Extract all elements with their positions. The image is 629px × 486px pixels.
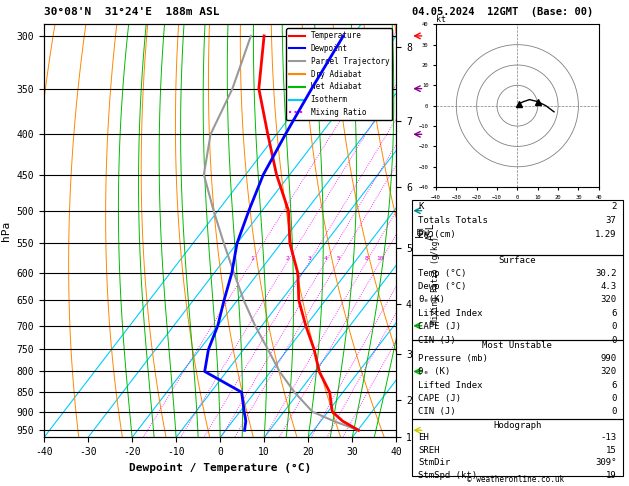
Text: 10: 10 xyxy=(377,257,384,261)
Text: 0: 0 xyxy=(611,335,616,345)
Text: K: K xyxy=(418,202,424,211)
Text: Hodograph: Hodograph xyxy=(493,421,542,430)
Bar xyxy=(412,201,623,255)
Text: 5: 5 xyxy=(337,257,340,261)
Text: 6: 6 xyxy=(611,309,616,318)
Text: 0: 0 xyxy=(611,322,616,331)
Text: 2: 2 xyxy=(286,257,289,261)
Text: 2: 2 xyxy=(611,202,616,211)
Bar xyxy=(412,340,623,419)
Text: 1: 1 xyxy=(250,257,254,261)
Text: CIN (J): CIN (J) xyxy=(418,407,456,417)
Text: CAPE (J): CAPE (J) xyxy=(418,322,461,331)
Bar xyxy=(412,419,623,476)
Text: PW (cm): PW (cm) xyxy=(418,230,456,239)
Text: 15: 15 xyxy=(606,446,616,454)
Text: StmSpd (kt): StmSpd (kt) xyxy=(418,470,477,480)
Text: CIN (J): CIN (J) xyxy=(418,335,456,345)
Text: 0: 0 xyxy=(611,394,616,403)
Text: Dewp (°C): Dewp (°C) xyxy=(418,282,467,291)
Text: Totals Totals: Totals Totals xyxy=(418,216,488,225)
Text: 19: 19 xyxy=(606,470,616,480)
Text: 320: 320 xyxy=(600,295,616,304)
Text: θₑ(K): θₑ(K) xyxy=(418,295,445,304)
Text: 0: 0 xyxy=(611,407,616,417)
Text: Mixing Ratio (g/kg): Mixing Ratio (g/kg) xyxy=(431,237,440,324)
Text: 37: 37 xyxy=(606,216,616,225)
Text: 6: 6 xyxy=(611,381,616,390)
Text: Most Unstable: Most Unstable xyxy=(482,341,552,350)
Text: © weatheronline.co.uk: © weatheronline.co.uk xyxy=(467,474,564,484)
Text: kt: kt xyxy=(436,15,446,24)
Text: 4: 4 xyxy=(324,257,328,261)
Legend: Temperature, Dewpoint, Parcel Trajectory, Dry Adiabat, Wet Adiabat, Isotherm, Mi: Temperature, Dewpoint, Parcel Trajectory… xyxy=(286,28,392,120)
Text: 990: 990 xyxy=(600,354,616,363)
Text: Lifted Index: Lifted Index xyxy=(418,309,483,318)
Text: 30°08'N  31°24'E  188m ASL: 30°08'N 31°24'E 188m ASL xyxy=(44,7,220,17)
Text: 04.05.2024  12GMT  (Base: 00): 04.05.2024 12GMT (Base: 00) xyxy=(412,7,593,17)
Text: StmDir: StmDir xyxy=(418,458,450,467)
Y-axis label: km
ASL: km ASL xyxy=(415,222,437,240)
Text: SREH: SREH xyxy=(418,446,440,454)
Text: 309°: 309° xyxy=(595,458,616,467)
Text: CAPE (J): CAPE (J) xyxy=(418,394,461,403)
Text: 4.3: 4.3 xyxy=(600,282,616,291)
Text: EH: EH xyxy=(418,433,429,442)
Text: 320: 320 xyxy=(600,367,616,376)
Text: Surface: Surface xyxy=(499,256,536,265)
Y-axis label: hPa: hPa xyxy=(1,221,11,241)
Text: 8: 8 xyxy=(365,257,369,261)
Text: -13: -13 xyxy=(600,433,616,442)
Text: Lifted Index: Lifted Index xyxy=(418,381,483,390)
Text: 30.2: 30.2 xyxy=(595,269,616,278)
Text: Pressure (mb): Pressure (mb) xyxy=(418,354,488,363)
Text: Temp (°C): Temp (°C) xyxy=(418,269,467,278)
Bar xyxy=(412,255,623,340)
Text: 3: 3 xyxy=(308,257,311,261)
Text: θₑ (K): θₑ (K) xyxy=(418,367,450,376)
X-axis label: Dewpoint / Temperature (°C): Dewpoint / Temperature (°C) xyxy=(129,463,311,473)
Text: 1.29: 1.29 xyxy=(595,230,616,239)
